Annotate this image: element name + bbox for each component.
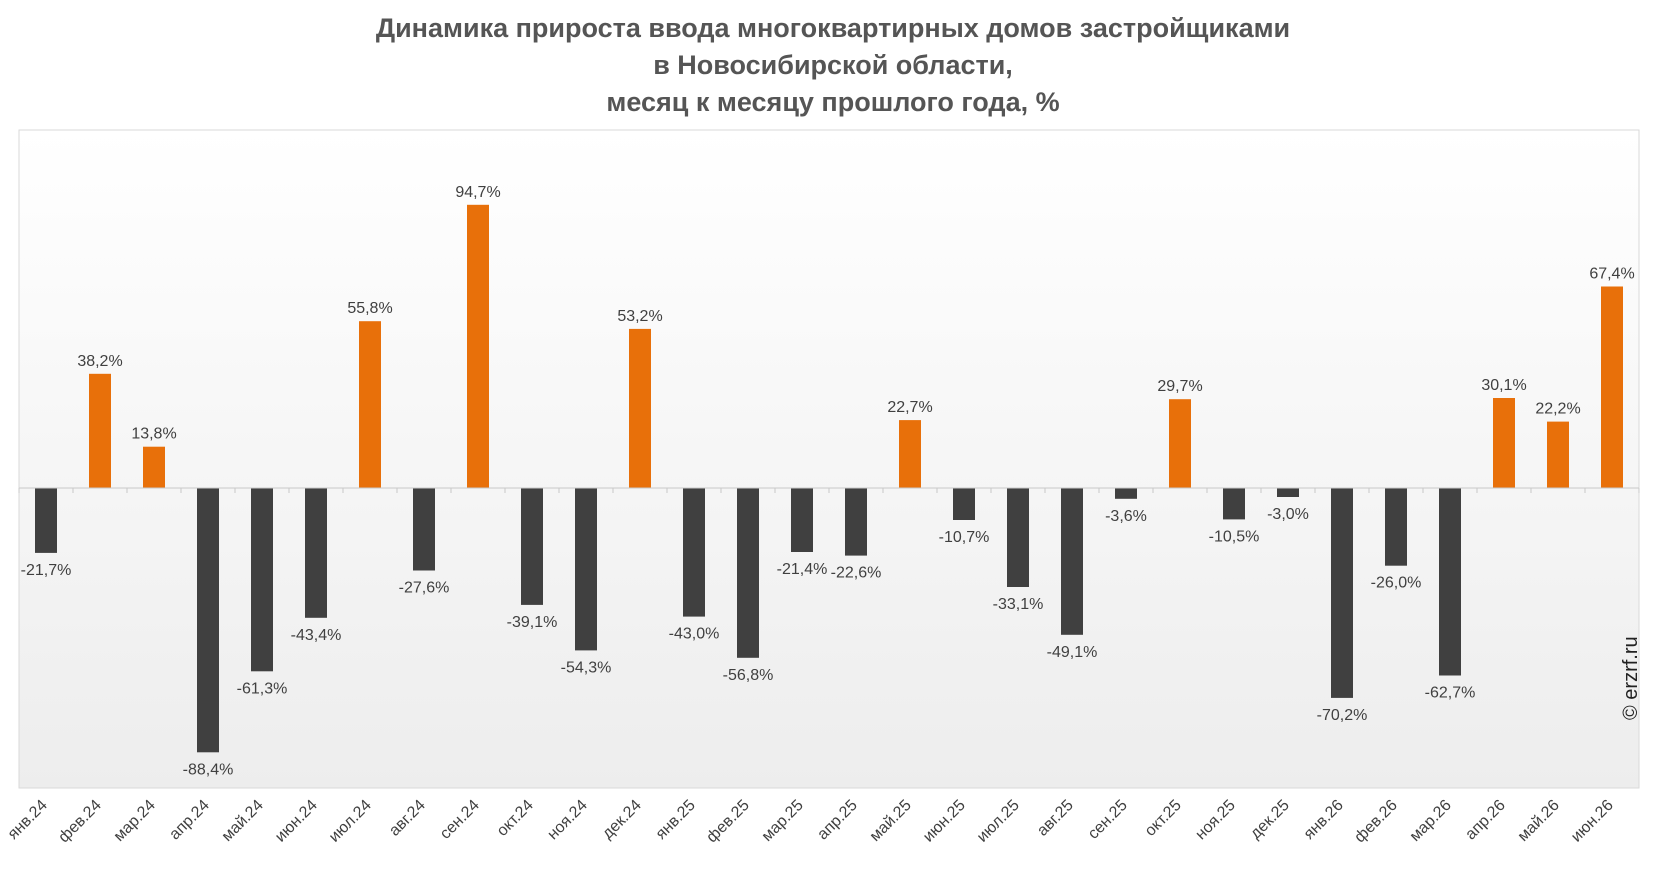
bar-дек.25 [1277, 488, 1299, 497]
x-tick-label-апр.24: апр.24 [166, 797, 213, 844]
data-label-мар.26: -62,7% [1425, 685, 1476, 702]
bar-сен.25 [1115, 488, 1137, 499]
data-label-июл.24: 55,8% [347, 300, 392, 317]
data-label-сен.24: 94,7% [455, 184, 500, 201]
x-tick-label-дек.24: дек.24 [599, 797, 645, 843]
data-label-мар.25: -21,4% [777, 561, 828, 578]
plot-area [18, 129, 1640, 789]
bar-дек.24 [629, 328, 651, 488]
data-label-апр.25: -22,6% [831, 565, 882, 582]
bar-янв.26 [1331, 488, 1353, 698]
x-tick-label-мар.24: мар.24 [111, 797, 159, 845]
bar-май.25 [899, 420, 921, 488]
data-label-дек.25: -3,0% [1267, 506, 1309, 523]
bar-апр.26 [1493, 398, 1515, 488]
bar-июл.25 [1007, 488, 1029, 587]
bar-фев.25 [737, 488, 759, 658]
bar-фев.24 [89, 373, 111, 488]
data-label-фев.26: -26,0% [1371, 575, 1422, 592]
data-label-июл.25: -33,1% [993, 596, 1044, 613]
data-label-июн.26: 67,4% [1589, 266, 1634, 283]
data-label-фев.24: 38,2% [77, 353, 122, 370]
x-tick-label-фев.24: фев.24 [55, 797, 104, 846]
chart-title-line-1: Динамика прироста ввода многоквартирных … [375, 13, 1291, 43]
data-label-окт.25: 29,7% [1157, 378, 1202, 395]
x-tick-label-май.24: май.24 [219, 797, 267, 845]
data-label-ноя.25: -10,5% [1209, 528, 1260, 545]
data-label-май.24: -61,3% [237, 680, 288, 697]
bar-янв.25 [683, 488, 705, 617]
bar-май.24 [251, 488, 273, 672]
x-tick-label-июн.24: июн.24 [272, 797, 321, 846]
x-tick-label-янв.25: янв.25 [653, 797, 699, 843]
bar-ноя.25 [1223, 488, 1245, 520]
bar-янв.24 [35, 488, 57, 553]
data-label-сен.25: -3,6% [1105, 508, 1147, 525]
bar-авг.25 [1061, 488, 1083, 635]
bar-ноя.24 [575, 488, 597, 651]
chart-title-line-2: в Новосибирской области, [653, 50, 1013, 80]
x-tick-label-авг.24: авг.24 [386, 797, 429, 840]
x-tick-label-сен.24: сен.24 [437, 797, 483, 843]
data-label-июн.24: -43,4% [291, 627, 342, 644]
bar-июл.24 [359, 321, 381, 488]
x-tick-label-май.25: май.25 [867, 797, 915, 845]
chart-title: Динамика прироста ввода многоквартирных … [0, 10, 1666, 121]
data-label-янв.24: -21,7% [21, 562, 72, 579]
data-label-янв.25: -43,0% [669, 626, 720, 643]
x-tick-label-фев.26: фев.26 [1351, 797, 1400, 846]
bar-мар.25 [791, 488, 813, 552]
data-label-май.26: 22,2% [1535, 401, 1580, 418]
watermark: © erzrf.ru [1620, 636, 1642, 720]
x-tick-label-июн.26: июн.26 [1568, 797, 1617, 846]
x-tick-label-апр.26: апр.26 [1462, 797, 1509, 844]
x-tick-label-янв.24: янв.24 [5, 797, 51, 843]
x-tick-label-дек.25: дек.25 [1247, 797, 1293, 843]
data-label-апр.24: -88,4% [183, 761, 234, 778]
data-label-июн.25: -10,7% [939, 529, 990, 546]
data-label-дек.24: 53,2% [617, 308, 662, 325]
x-tick-label-фев.25: фев.25 [703, 797, 752, 846]
x-tick-label-мар.26: мар.26 [1407, 797, 1455, 845]
bar-окт.24 [521, 488, 543, 605]
x-tick-label-мар.25: мар.25 [759, 797, 807, 845]
bar-окт.25 [1169, 399, 1191, 488]
data-label-янв.26: -70,2% [1317, 707, 1368, 724]
bar-июн.26 [1601, 286, 1623, 488]
x-tick-label-июл.24: июл.24 [326, 797, 375, 846]
bar-июн.25 [953, 488, 975, 520]
x-tick-label-июл.25: июл.25 [974, 797, 1023, 846]
data-label-авг.25: -49,1% [1047, 644, 1098, 661]
bar-авг.24 [413, 488, 435, 571]
x-tick-label-окт.25: окт.25 [1142, 797, 1185, 840]
x-tick-label-янв.26: янв.26 [1301, 797, 1347, 843]
data-label-май.25: 22,7% [887, 399, 932, 416]
x-tick-label-апр.25: апр.25 [814, 797, 861, 844]
bar-фев.26 [1385, 488, 1407, 566]
data-label-авг.24: -27,6% [399, 580, 450, 597]
chart-title-line-3: месяц к месяцу прошлого года, % [606, 87, 1060, 117]
bar-апр.25 [845, 488, 867, 556]
bar-апр.24 [197, 488, 219, 753]
bar-сен.24 [467, 204, 489, 489]
data-label-фев.25: -56,8% [723, 667, 774, 684]
x-tick-label-ноя.25: ноя.25 [1192, 797, 1238, 843]
x-tick-label-май.26: май.26 [1515, 797, 1563, 845]
x-tick-label-сен.25: сен.25 [1085, 797, 1131, 843]
x-tick-label-окт.24: окт.24 [494, 797, 537, 840]
x-tick-label-авг.25: авг.25 [1034, 797, 1077, 840]
bar-мар.26 [1439, 488, 1461, 676]
bar-июн.24 [305, 488, 327, 618]
bar-май.26 [1547, 421, 1569, 488]
data-label-окт.24: -39,1% [507, 614, 558, 631]
x-tick-label-ноя.24: ноя.24 [544, 797, 590, 843]
data-label-апр.26: 30,1% [1481, 377, 1526, 394]
bar-мар.24 [143, 446, 165, 488]
x-tick-label-июн.25: июн.25 [920, 797, 969, 846]
data-label-мар.24: 13,8% [131, 426, 176, 443]
data-label-ноя.24: -54,3% [561, 659, 612, 676]
